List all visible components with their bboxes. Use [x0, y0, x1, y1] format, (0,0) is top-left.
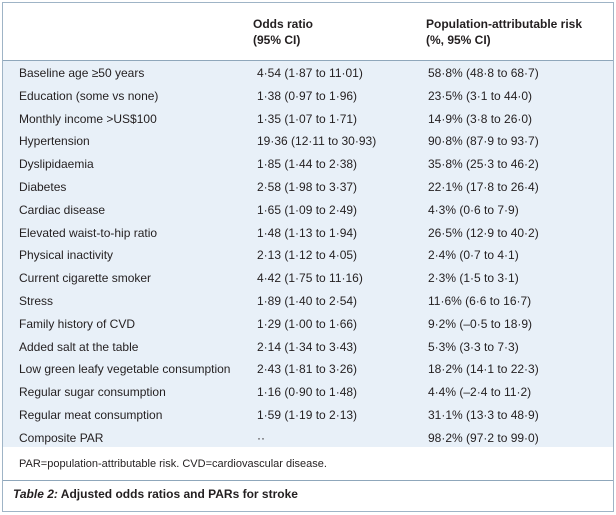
- caption-label: Table 2:: [13, 487, 58, 501]
- table-row: Physical inactivity 2·13 (1·12 to 4·05) 2·…: [3, 244, 613, 267]
- par-cell: 2·4% (0·7 to 4·1): [428, 248, 519, 263]
- factor-cell: Stress: [19, 294, 54, 308]
- table-footnote: PAR=population-attributable risk. CVD=ca…: [19, 458, 327, 470]
- par-header-line2: (%, 95% CI): [426, 33, 491, 47]
- odds-ratio-cell: 19·36 (12·11 to 30·93): [257, 134, 377, 149]
- odds-ratio-cell: 4·54 (1·87 to 11·01): [257, 66, 363, 80]
- factor-cell: Cardiac disease: [19, 202, 106, 217]
- caption-title: Adjusted odds ratios and PARs for stroke: [57, 487, 298, 501]
- factor-cell: Regular meat consumption: [19, 408, 163, 422]
- odds-ratio-cell: 1·29 (1·00 to 1·66): [257, 316, 358, 331]
- par-cell: 90·8% (87·9 to 93·7): [428, 134, 539, 149]
- par-cell: 2·3% (1·5 to 3·1): [428, 271, 519, 286]
- par-cell: 26·5% (12·9 to 40·2): [428, 225, 539, 240]
- table-row: Added salt at the table 2·14 (1·34 to 3·4…: [3, 336, 613, 359]
- odds-ratio-cell: 2·14 (1·34 to 3·43): [257, 339, 358, 354]
- table-body: Baseline age ≥50 years 4·54 (1·87 to 11·0…: [3, 61, 613, 447]
- factor-cell: Elevated waist-to-hip ratio: [19, 225, 158, 240]
- odds-ratio-cell: 1·59 (1·19 to 2·13): [257, 408, 358, 422]
- par-cell: 4·4% (–2·4 to 11·2): [428, 385, 532, 400]
- par-cell: 5·3% (3·3 to 7·3): [428, 339, 519, 354]
- table-row: Family history of CVD 1·29 (1·00 to 1·66)…: [3, 313, 613, 336]
- par-cell: 98·2% (97·2 to 99·0): [428, 430, 539, 445]
- odds-ratio-cell: 1·35 (1·07 to 1·71): [257, 111, 358, 126]
- odds-ratio-cell: 1·38 (0·97 to 1·96): [257, 88, 358, 103]
- table-row: Low green leafy vegetable consumption 2·4…: [3, 358, 613, 381]
- odds-ratio-cell: 4·42 (1·75 to 11·16): [257, 271, 363, 286]
- table-row: Regular meat consumption 1·59 (1·19 to 2·…: [3, 404, 613, 427]
- factor-cell: Regular sugar consumption: [19, 385, 166, 400]
- odds-ratio-cell: 1·89 (1·40 to 2·54): [257, 294, 358, 308]
- table-row: Regular sugar consumption 1·16 (0·90 to 1…: [3, 381, 613, 404]
- caption-divider: [3, 480, 613, 481]
- table-row: Education (some vs none) 1·38 (0·97 to 1·…: [3, 85, 613, 108]
- table-row: Hypertension 19·36 (12·11 to 30·93) 90·8% …: [3, 130, 613, 153]
- odds-ratio-header: Odds ratio (95% CI): [253, 16, 313, 48]
- odds-ratio-cell: ··: [257, 430, 265, 445]
- odds-ratio-cell: 1·48 (1·13 to 1·94): [257, 225, 358, 240]
- odds-ratio-cell: 1·65 (1·09 to 2·49): [257, 202, 358, 217]
- odds-ratio-header-line1: Odds ratio: [253, 17, 314, 31]
- table-row: Diabetes 2·58 (1·98 to 3·37) 22·1% (17·8 t…: [3, 176, 613, 199]
- par-cell: 11·6% (6·6 to 16·7): [428, 294, 532, 308]
- factor-cell: Hypertension: [19, 134, 90, 149]
- table-header: Odds ratio (95% CI) Population-attributa…: [3, 3, 613, 60]
- factor-cell: Low green leafy vegetable consumption: [19, 362, 231, 377]
- factor-cell: Education (some vs none): [19, 88, 159, 103]
- odds-ratio-cell: 2·43 (1·81 to 3·26): [257, 362, 358, 377]
- odds-ratio-cell: 2·58 (1·98 to 3·37): [257, 180, 358, 194]
- table-row: Cardiac disease 1·65 (1·09 to 2·49) 4·3% (…: [3, 199, 613, 222]
- par-cell: 31·1% (13·3 to 48·9): [428, 408, 539, 422]
- par-cell: 14·9% (3·8 to 26·0): [428, 111, 533, 126]
- odds-ratio-header-line2: (95% CI): [253, 33, 301, 47]
- par-header: Population-attributable risk (%, 95% CI): [426, 16, 582, 48]
- odds-ratio-cell: 1·16 (0·90 to 1·48): [257, 385, 358, 400]
- par-cell: 22·1% (17·8 to 26·4): [428, 180, 539, 194]
- par-cell: 35·8% (25·3 to 46·2): [428, 157, 539, 172]
- odds-ratio-cell: 1·85 (1·44 to 2·38): [257, 157, 358, 172]
- header-divider: [3, 60, 613, 61]
- par-cell: 58·8% (48·8 to 68·7): [428, 66, 539, 80]
- factor-cell: Monthly income >US$100: [19, 111, 157, 126]
- table-row: Monthly income >US$100 1·35 (1·07 to 1·71…: [3, 108, 613, 131]
- par-cell: 4·3% (0·6 to 7·9): [428, 202, 519, 217]
- factor-cell: Composite PAR: [19, 430, 104, 445]
- par-cell: 18·2% (14·1 to 22·3): [428, 362, 539, 377]
- factor-cell: Family history of CVD: [19, 316, 136, 331]
- factor-cell: Dyslipidaemia: [19, 157, 94, 172]
- table-row: Dyslipidaemia 1·85 (1·44 to 2·38) 35·8% (2…: [3, 153, 613, 176]
- factor-cell: Physical inactivity: [19, 248, 114, 263]
- par-header-line1: Population-attributable risk: [426, 17, 583, 31]
- table-row: Current cigarette smoker 4·42 (1·75 to 11…: [3, 267, 613, 290]
- table-row: Composite PAR ·· 98·2% (97·2 to 99·0): [3, 427, 613, 450]
- table-row: Baseline age ≥50 years 4·54 (1·87 to 11·0…: [3, 62, 613, 85]
- table-caption: Table 2: Adjusted odds ratios and PARs f…: [13, 487, 298, 501]
- table-row: Elevated waist-to-hip ratio 1·48 (1·13 to…: [3, 222, 613, 245]
- odds-ratio-cell: 2·13 (1·12 to 4·05): [257, 248, 358, 263]
- table-row: Stress 1·89 (1·40 to 2·54) 11·6% (6·6 to 1…: [3, 290, 613, 313]
- factor-cell: Current cigarette smoker: [19, 271, 152, 286]
- factor-cell: Diabetes: [19, 180, 67, 194]
- factor-cell: Added salt at the table: [19, 339, 139, 354]
- factor-cell: Baseline age ≥50 years: [19, 66, 145, 80]
- par-cell: 23·5% (3·1 to 44·0): [428, 88, 533, 103]
- par-cell: 9·2% (–0·5 to 18·9): [428, 316, 533, 331]
